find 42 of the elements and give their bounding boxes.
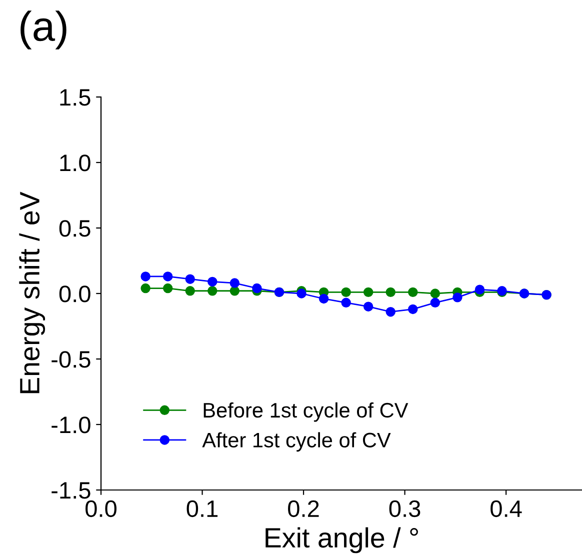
point [230,278,240,288]
y-tick-label: 1.5 [60,89,90,106]
y-tick-label: -1.5 [52,482,90,499]
point [363,287,374,298]
y-tick-label: 0.0 [59,286,90,302]
point [162,283,173,294]
x-axis-title: Exit angle / ° [266,527,418,554]
point [408,304,418,314]
point [185,286,195,296]
point [430,298,440,308]
point [140,272,150,282]
point [452,292,462,302]
point [318,294,329,304]
y-tick-label: -0.5 [52,351,90,368]
point [408,287,418,298]
point [140,283,150,294]
point [185,274,195,284]
point [474,284,485,294]
x-tick-label: 0.1 [186,500,218,518]
x-tick-label: 0.2 [288,500,319,518]
point [430,288,440,298]
y-axis-title: Energy shift / eV [19,192,46,394]
point [296,288,306,298]
point [208,276,218,287]
point [363,302,374,312]
chart-title: (a) [20,10,66,50]
legend-label: Before 1st cycle of CV [204,402,408,422]
x-tick-label: 0.0 [86,500,116,518]
point [230,286,240,296]
y-tick-label: 0.5 [59,220,90,237]
point [252,283,262,294]
point [341,287,351,298]
x-tick-label: 0.4 [490,500,522,518]
point [208,286,218,296]
x-tick-label: 0.3 [389,500,420,518]
y-tick-label: -1.0 [52,416,90,434]
point [162,272,173,282]
y-tick-label: 1.0 [60,154,90,172]
point [341,298,351,308]
legend-label: After 1st cycle of CV [202,432,391,452]
point [386,287,396,298]
point [386,306,396,317]
